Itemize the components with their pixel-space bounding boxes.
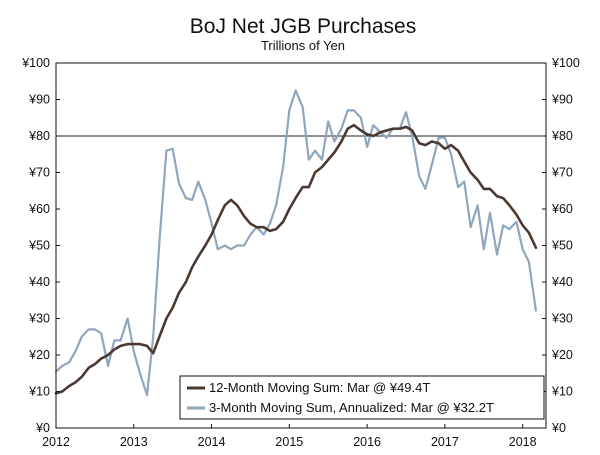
y-tick-label-left: ¥20 xyxy=(28,348,50,362)
plot-frame xyxy=(55,62,547,429)
y-tick-label-left: ¥10 xyxy=(28,385,50,399)
y-tick-label-left: ¥70 xyxy=(28,166,50,180)
y-tick-label-right: ¥70 xyxy=(551,166,573,180)
legend-label-3-month: 3-Month Moving Sum, Annualized: Mar @ ¥3… xyxy=(209,400,494,415)
y-tick-label-left: ¥0 xyxy=(35,421,50,435)
chart-title: BoJ Net JGB Purchases xyxy=(190,15,416,38)
y-tick-label-right: ¥50 xyxy=(551,239,573,253)
x-axis: 2012 2013 2014 2015 2016 2017 2018 xyxy=(42,424,537,449)
y-axis-left: ¥0 ¥10 ¥20 ¥30 ¥40 ¥50 ¥60 ¥70 ¥80 ¥90 ¥100 xyxy=(21,56,60,435)
y-tick-label-right: ¥100 xyxy=(551,56,580,70)
y-tick-label-left: ¥90 xyxy=(28,93,50,107)
chart-subtitle: Trillions of Yen xyxy=(261,38,345,53)
x-tick-label: 2015 xyxy=(275,435,303,449)
x-tick-label: 2017 xyxy=(431,435,459,449)
x-tick-label: 2012 xyxy=(42,435,70,449)
y-tick-label-left: ¥30 xyxy=(28,312,50,326)
legend-label-12-month: 12-Month Moving Sum: Mar @ ¥49.4T xyxy=(209,380,430,395)
y-tick-label-right: ¥80 xyxy=(551,129,573,143)
x-tick-label: 2014 xyxy=(198,435,226,449)
legend-box xyxy=(179,375,545,420)
legend: 12-Month Moving Sum: Mar @ ¥49.4T 3-Mont… xyxy=(179,375,545,420)
y-tick-label-right: ¥30 xyxy=(551,312,573,326)
y-tick-label-right: ¥90 xyxy=(551,93,573,107)
y-tick-label-left: ¥40 xyxy=(28,275,50,289)
series-line-3-month xyxy=(54,89,538,397)
y-tick-label-left: ¥50 xyxy=(28,239,50,253)
y-tick-label-left: ¥100 xyxy=(21,56,50,70)
series-group xyxy=(54,89,538,397)
y-tick-label-right: ¥10 xyxy=(551,385,573,399)
y-tick-label-left: ¥80 xyxy=(28,129,50,143)
x-tick-label: 2013 xyxy=(120,435,148,449)
x-tick-label: 2016 xyxy=(353,435,381,449)
y-tick-label-right: ¥0 xyxy=(551,421,566,435)
series-line-12-month xyxy=(54,123,538,395)
y-tick-label-right: ¥20 xyxy=(551,348,573,362)
x-tick-label: 2018 xyxy=(509,435,537,449)
y-tick-label-left: ¥60 xyxy=(28,202,50,216)
y-tick-label-right: ¥60 xyxy=(551,202,573,216)
y-axis-right: ¥0 ¥10 ¥20 ¥30 ¥40 ¥50 ¥60 ¥70 ¥80 ¥90 ¥100 xyxy=(542,56,580,435)
y-tick-label-right: ¥40 xyxy=(551,275,573,289)
